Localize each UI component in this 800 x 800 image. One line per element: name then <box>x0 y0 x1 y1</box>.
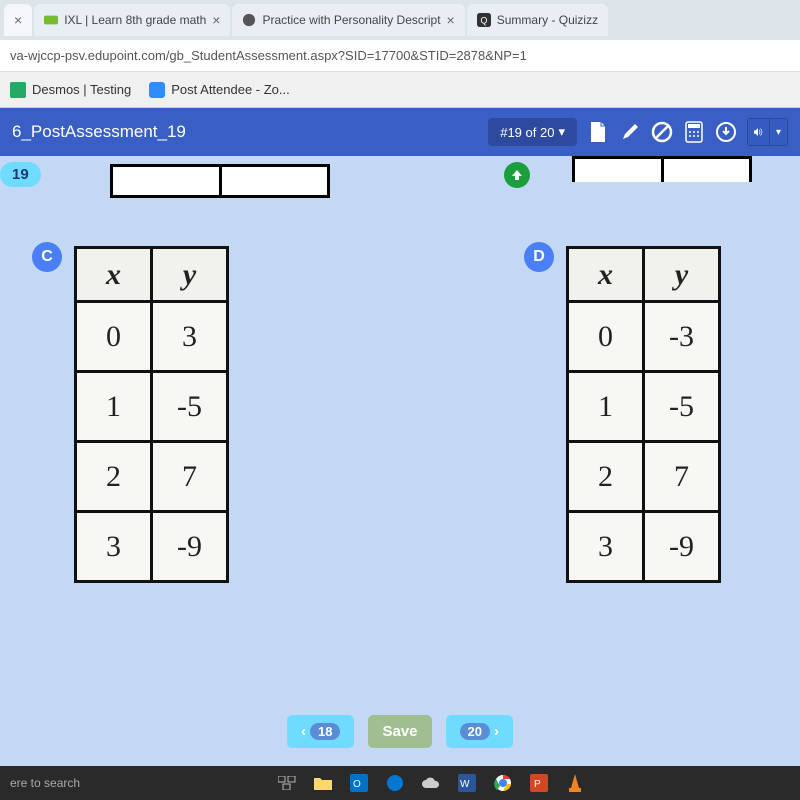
desmos-icon <box>10 82 26 98</box>
outlook-icon[interactable]: O <box>348 772 370 794</box>
bookmark-label: Desmos | Testing <box>32 82 131 97</box>
answer-option-c[interactable]: C xy 03 1-5 27 3-9 <box>38 246 229 583</box>
scroll-up-button[interactable] <box>504 162 530 188</box>
save-button[interactable]: Save <box>368 715 431 748</box>
browser-tab-strip: × IXL | Learn 8th grade math × Practice … <box>0 0 800 40</box>
answer-option-d[interactable]: D xy 0-3 1-5 27 3-9 <box>530 246 721 583</box>
browser-tab[interactable]: IXL | Learn 8th grade math × <box>34 4 230 36</box>
chevron-left-icon: ‹ <box>301 723 306 740</box>
question-counter[interactable]: #19 of 20 ▾ <box>488 118 577 146</box>
file-explorer-icon[interactable] <box>312 772 334 794</box>
caret-down-icon[interactable]: ▾ <box>770 127 787 138</box>
close-icon[interactable]: × <box>447 12 455 28</box>
chevron-right-icon: › <box>494 723 499 740</box>
cloud-icon[interactable] <box>420 772 442 794</box>
browser-tab[interactable]: Q Summary - Quizizz <box>467 4 608 36</box>
question-number-badge: 19 <box>0 162 41 187</box>
chrome-icon[interactable] <box>492 772 514 794</box>
volume-split-button[interactable]: ▾ <box>747 118 788 146</box>
pencil-icon[interactable] <box>619 121 641 143</box>
bookmark-label: Post Attendee - Zo... <box>171 82 290 97</box>
assessment-toolbar: 6_PostAssessment_19 #19 of 20 ▾ ▾ <box>0 108 800 156</box>
question-nav: ‹ 18 Save 20 › <box>287 715 513 748</box>
bookmarks-bar: Desmos | Testing Post Attendee - Zo... <box>0 72 800 108</box>
download-icon[interactable] <box>715 121 737 143</box>
vlc-icon[interactable] <box>564 772 586 794</box>
prohibit-icon[interactable] <box>651 121 673 143</box>
svg-text:W: W <box>460 779 470 790</box>
svg-text:Q: Q <box>480 16 487 26</box>
prev-question-button[interactable]: ‹ 18 <box>287 715 354 748</box>
bookmark-zoom[interactable]: Post Attendee - Zo... <box>149 82 290 98</box>
url-bar[interactable]: va-wjccp-psv.edupoint.com/gb_StudentAsse… <box>0 40 800 72</box>
option-letter-badge[interactable]: D <box>524 242 554 272</box>
table-fragment <box>572 156 752 182</box>
web-icon <box>242 13 256 27</box>
table-fragment <box>110 164 330 198</box>
tab-label: IXL | Learn 8th grade math <box>64 13 206 27</box>
zoom-icon <box>149 82 165 98</box>
edge-icon[interactable] <box>384 772 406 794</box>
powerpoint-icon[interactable]: P <box>528 772 550 794</box>
volume-icon[interactable] <box>748 119 770 145</box>
tab-label: Practice with Personality Descript <box>262 13 440 27</box>
tab-label: Summary - Quizizz <box>497 13 598 27</box>
option-letter-badge[interactable]: C <box>32 242 62 272</box>
option-d-table: xy 0-3 1-5 27 3-9 <box>566 246 721 583</box>
ixl-icon <box>44 13 58 27</box>
caret-down-icon: ▾ <box>558 124 565 140</box>
close-icon[interactable]: × <box>212 12 220 28</box>
browser-tab[interactable]: Practice with Personality Descript × <box>232 4 464 36</box>
next-question-button[interactable]: 20 › <box>446 715 513 748</box>
svg-text:O: O <box>353 779 361 790</box>
windows-taskbar: ere to search O W P <box>0 766 800 800</box>
question-content: 19 C xy 03 1-5 27 3-9 D xy 0-3 1-5 27 3-… <box>0 156 800 766</box>
option-c-table: xy 03 1-5 27 3-9 <box>74 246 229 583</box>
close-icon[interactable]: × <box>14 12 22 28</box>
browser-tab[interactable]: × <box>4 4 32 36</box>
assessment-title: 6_PostAssessment_19 <box>12 122 186 142</box>
taskbar-search[interactable]: ere to search <box>10 776 80 790</box>
word-icon[interactable]: W <box>456 772 478 794</box>
document-icon[interactable] <box>587 121 609 143</box>
bookmark-desmos[interactable]: Desmos | Testing <box>10 82 131 98</box>
calculator-icon[interactable] <box>683 121 705 143</box>
svg-text:P: P <box>534 779 541 790</box>
quizizz-icon: Q <box>477 13 491 27</box>
url-text: va-wjccp-psv.edupoint.com/gb_StudentAsse… <box>10 48 527 63</box>
task-view-icon[interactable] <box>276 772 298 794</box>
